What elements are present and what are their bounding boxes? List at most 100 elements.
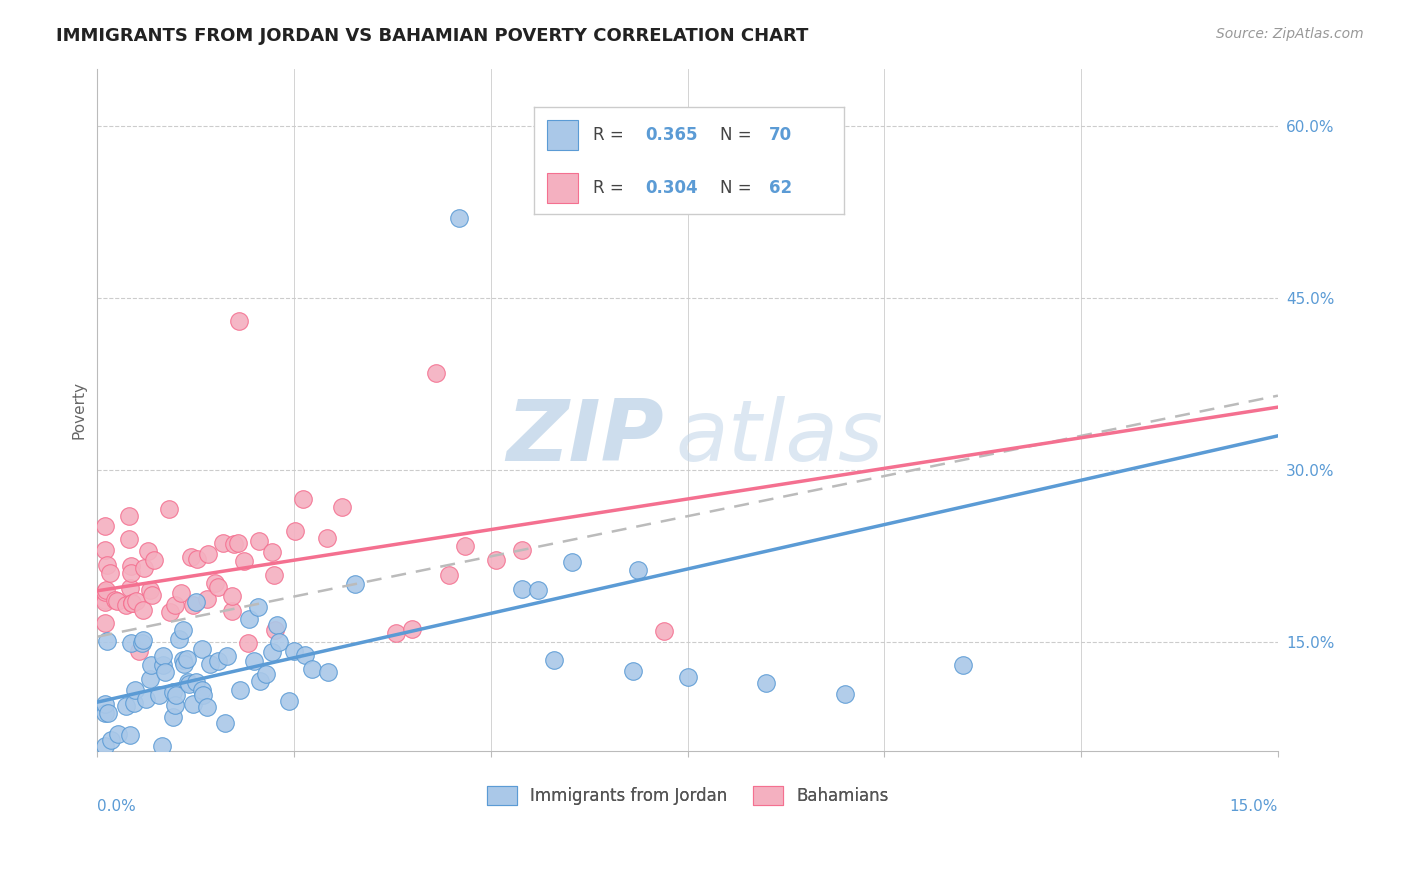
Point <box>172 653 194 667</box>
Point <box>191 688 214 702</box>
Point <box>105 594 128 608</box>
Point <box>124 594 146 608</box>
Point <box>97 706 120 720</box>
Point <box>510 543 533 558</box>
Point <box>264 623 287 637</box>
Text: 15.0%: 15.0% <box>1230 799 1278 814</box>
Point <box>834 687 856 701</box>
Point <box>120 636 142 650</box>
Text: 0.365: 0.365 <box>645 126 699 144</box>
Point <box>243 654 266 668</box>
FancyBboxPatch shape <box>547 173 578 203</box>
Point <box>118 533 141 547</box>
Text: 0.0%: 0.0% <box>97 799 136 814</box>
Point <box>238 612 260 626</box>
Point <box>170 586 193 600</box>
Point <box>284 524 307 539</box>
Point <box>229 682 252 697</box>
Point <box>120 559 142 574</box>
Point <box>195 700 218 714</box>
Point <box>94 706 117 720</box>
Point <box>621 664 644 678</box>
Point <box>207 655 229 669</box>
Point <box>198 657 221 671</box>
Point <box>118 728 141 742</box>
Point <box>152 649 174 664</box>
Point <box>132 561 155 575</box>
Point <box>191 641 214 656</box>
Point <box>262 645 284 659</box>
Point <box>449 211 471 225</box>
Point <box>94 543 117 558</box>
Point <box>100 733 122 747</box>
Point <box>142 553 165 567</box>
Point <box>181 697 204 711</box>
Point <box>148 688 170 702</box>
Point <box>228 314 250 328</box>
Point <box>134 691 156 706</box>
Point <box>177 675 200 690</box>
Point <box>221 590 243 604</box>
Text: atlas: atlas <box>676 396 884 479</box>
Point <box>249 533 271 548</box>
Point <box>224 537 246 551</box>
Point <box>186 552 208 566</box>
Text: Source: ZipAtlas.com: Source: ZipAtlas.com <box>1216 27 1364 41</box>
Text: 70: 70 <box>769 126 793 144</box>
Text: R =: R = <box>593 179 628 197</box>
Point <box>165 698 187 712</box>
Point <box>344 576 367 591</box>
Point <box>263 568 285 582</box>
Point <box>676 670 699 684</box>
Point <box>96 634 118 648</box>
Text: IMMIGRANTS FROM JORDAN VS BAHAMIAN POVERTY CORRELATION CHART: IMMIGRANTS FROM JORDAN VS BAHAMIAN POVER… <box>56 27 808 45</box>
Text: 0.304: 0.304 <box>645 179 699 197</box>
Point <box>120 566 142 581</box>
Point <box>104 592 127 607</box>
Point <box>294 648 316 662</box>
Point <box>163 599 186 613</box>
Point <box>184 595 207 609</box>
Point <box>401 622 423 636</box>
Text: ZIP: ZIP <box>506 396 664 479</box>
Point <box>543 653 565 667</box>
Point <box>266 618 288 632</box>
Point <box>952 658 974 673</box>
Point <box>94 519 117 533</box>
Point <box>180 550 202 565</box>
Point <box>120 581 142 595</box>
Point <box>173 657 195 671</box>
Point <box>330 500 353 514</box>
Point <box>385 626 408 640</box>
Point <box>114 699 136 714</box>
Point <box>425 366 447 380</box>
Point <box>254 667 277 681</box>
Point <box>136 544 159 558</box>
Point <box>94 593 117 607</box>
Point <box>98 566 121 581</box>
Point <box>150 739 173 753</box>
Point <box>238 635 260 649</box>
Point <box>454 539 477 553</box>
Point <box>176 651 198 665</box>
Point <box>132 603 155 617</box>
Point <box>128 643 150 657</box>
Text: R =: R = <box>593 126 628 144</box>
Point <box>157 502 180 516</box>
Point <box>277 694 299 708</box>
Point <box>204 576 226 591</box>
Point <box>316 665 339 680</box>
Point <box>214 716 236 731</box>
Point <box>262 544 284 558</box>
Point <box>561 555 583 569</box>
Text: 62: 62 <box>769 179 793 197</box>
Point <box>217 648 239 663</box>
Point <box>510 582 533 597</box>
Point <box>485 553 508 567</box>
FancyBboxPatch shape <box>547 120 578 150</box>
Point <box>115 598 138 612</box>
Point <box>197 547 219 561</box>
Point <box>131 635 153 649</box>
Point <box>132 633 155 648</box>
Point <box>96 558 118 572</box>
